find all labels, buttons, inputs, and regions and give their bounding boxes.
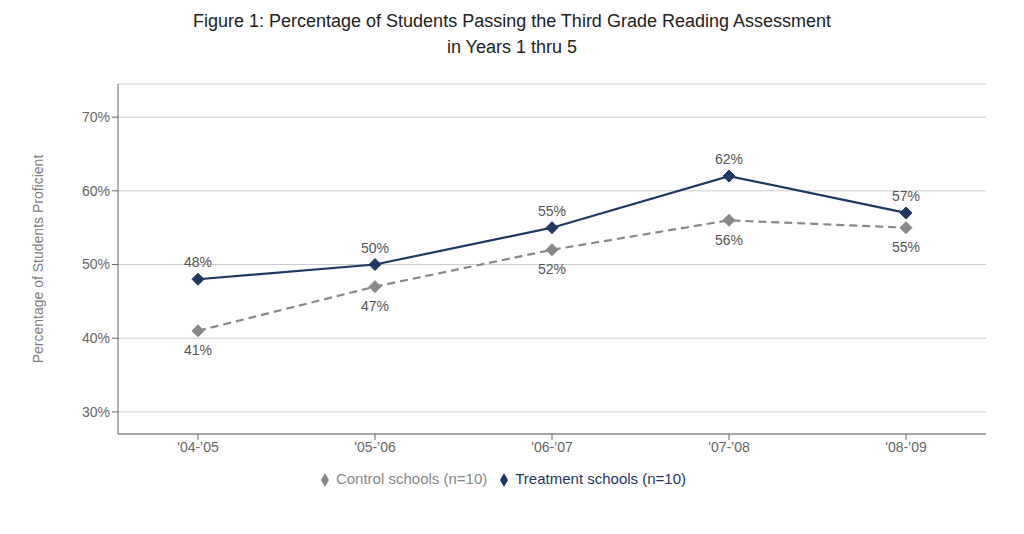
svg-text:55%: 55% xyxy=(892,239,920,255)
svg-text:50%: 50% xyxy=(82,256,110,272)
svg-text:'06-’07: '06-’07 xyxy=(531,439,573,455)
svg-text:47%: 47% xyxy=(361,298,389,314)
svg-text:'08-’09: '08-’09 xyxy=(885,439,927,455)
html-text:Treatment schools (n=10): Treatment schools (n=10) xyxy=(515,470,686,487)
svg-text:'07-’08: '07-’08 xyxy=(708,439,750,455)
svg-text:41%: 41% xyxy=(184,342,212,358)
svg-text:'04-’05: '04-’05 xyxy=(177,439,219,455)
svg-text:48%: 48% xyxy=(184,254,212,270)
svg-text:62%: 62% xyxy=(715,151,743,167)
html-text:Figure 1: Percentage of Studen: Figure 1: Percentage of Students Passing… xyxy=(193,11,831,57)
svg-text:'05-’06: '05-’06 xyxy=(354,439,396,455)
svg-text:56%: 56% xyxy=(715,232,743,248)
svg-text:Percentage of Students Profici: Percentage of Students Proficient xyxy=(30,155,46,364)
svg-text:60%: 60% xyxy=(82,183,110,199)
svg-text:52%: 52% xyxy=(538,261,566,277)
svg-text:40%: 40% xyxy=(82,330,110,346)
html-text:Control schools (n=10): Control schools (n=10) xyxy=(335,470,488,487)
svg-text:57%: 57% xyxy=(892,188,920,204)
svg-text:30%: 30% xyxy=(82,404,110,420)
svg-text:50%: 50% xyxy=(361,240,389,256)
svg-text:70%: 70% xyxy=(82,109,110,125)
svg-text:55%: 55% xyxy=(538,203,566,219)
